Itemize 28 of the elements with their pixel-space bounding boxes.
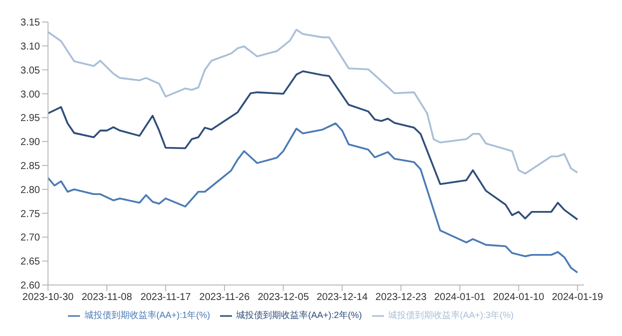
y-tick-label: 2.80 [20,184,40,196]
legend-label: 城投债到期收益率(AA+):1年(%) [84,310,210,320]
y-tick-label: 3.15 [20,18,40,29]
y-tick-label: 2.75 [20,208,40,220]
line-series [48,122,578,274]
y-tick-label: 2.65 [20,256,40,268]
legend-label: 城投债到期收益率(AA+):2年(%) [236,310,362,320]
x-tick-label: 2023-11-26 [199,292,250,304]
x-tick-label: 2024-01-01 [434,292,486,304]
y-tick-label: 3.10 [20,41,40,52]
y-tick-label: 2.70 [20,232,40,244]
y-tick-label: 3.00 [20,89,40,100]
x-tick-label: 2023-12-05 [258,292,310,304]
y-tick-label: 2.90 [20,137,40,148]
y-tick-label: 2.95 [20,113,40,124]
y-tick-label: 2.60 [20,280,40,292]
x-tick-label: 2024-01-10 [493,292,545,304]
line-series [48,70,578,220]
line-series [48,28,578,174]
y-tick-label: 3.05 [20,65,40,76]
x-tick-label: 2023-11-08 [82,292,132,304]
x-tick-label: 2023-11-17 [140,292,192,304]
x-tick-label: 2024-01-19 [552,292,604,304]
y-tick-label: 2.85 [20,161,40,172]
x-tick-label: 2023-12-14 [316,292,368,304]
x-tick-label: 2023-12-23 [375,292,427,304]
legend-label: 城投债到期收益率(AA+):3年(%) [388,310,514,320]
x-tick-label: 2023-10-30 [22,292,74,304]
